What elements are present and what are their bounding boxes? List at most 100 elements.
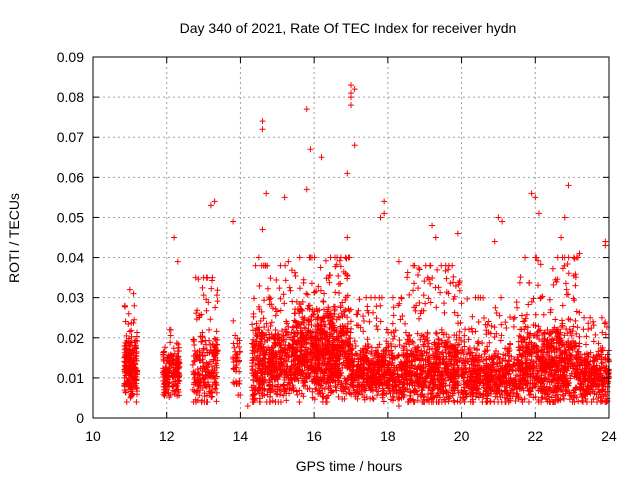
data-point [344,234,351,241]
data-point [574,324,581,331]
data-point [280,392,287,399]
x-tick-label: 12 [159,428,175,444]
data-point [259,118,266,125]
data-point [266,294,273,301]
data-point [213,369,220,376]
data-point [581,314,588,321]
data-point [123,353,130,360]
data-point [236,368,243,375]
data-point [558,234,565,241]
data-point [420,292,427,299]
data-point [587,314,594,321]
data-point [201,379,208,386]
data-point [190,336,197,343]
data-point [160,383,167,390]
data-point [189,361,196,368]
data-point [323,379,330,386]
data-point [583,341,590,348]
data-point [330,388,337,395]
data-point [301,324,308,331]
data-point [192,396,199,403]
data-point [318,154,325,161]
data-point [160,351,167,358]
data-point [166,364,173,371]
data-point [250,398,257,405]
data-point [204,398,211,405]
x-tick-label: 22 [527,428,543,444]
data-point [230,355,237,362]
data-point [424,329,431,336]
data-point [214,298,221,305]
data-point [308,321,315,328]
x-tick-label: 16 [306,428,322,444]
data-point [244,402,251,409]
data-point [131,382,138,389]
data-point [198,338,205,345]
y-tick-label: 0 [76,410,84,426]
data-point [488,323,495,330]
data-point [309,341,316,348]
data-point [572,317,579,324]
data-point [257,370,264,377]
data-point [296,285,303,292]
data-point [480,294,487,301]
data-point [253,375,260,382]
y-tick-label: 0.07 [57,129,84,145]
data-point [325,304,332,311]
data-point [258,308,265,315]
data-point [303,356,310,363]
data-point [317,264,324,271]
data-point [313,329,320,336]
data-point [272,312,279,319]
data-point [503,325,510,332]
data-point [297,347,304,354]
data-point [325,338,332,345]
data-point [499,218,506,225]
data-point [451,398,458,405]
data-point [576,333,583,340]
data-point [291,376,298,383]
data-point [570,323,577,330]
data-point [348,102,354,109]
data-point [207,341,214,348]
data-point [173,340,180,347]
data-point [131,302,138,309]
data-point [502,398,509,405]
data-point [525,398,532,405]
data-point [303,186,310,193]
data-point [472,328,479,335]
data-point [161,348,168,355]
data-point [337,263,344,270]
data-point [230,365,237,372]
data-point [339,299,346,306]
data-point [285,258,292,265]
data-point [438,262,445,269]
data-point [123,374,130,381]
data-point [194,376,201,383]
data-point [289,298,296,305]
data-point [314,308,321,315]
data-point [191,357,198,364]
data-point [268,319,275,326]
data-point [125,383,132,390]
data-point [498,294,505,301]
data-point [123,337,130,344]
data-point [516,279,523,286]
data-point [475,319,482,326]
data-point [451,309,458,316]
data-point [296,387,303,394]
data-points [121,82,612,409]
data-point [432,234,439,241]
data-point [328,388,335,395]
y-tick-label: 0.04 [57,250,84,266]
data-point [126,328,133,335]
data-point [377,302,384,309]
data-point [481,315,488,322]
data-point [324,340,331,347]
data-point [290,385,297,392]
data-point [575,398,582,405]
data-point [307,329,314,336]
data-point [395,258,402,265]
data-point [276,386,283,393]
data-point [276,285,283,292]
